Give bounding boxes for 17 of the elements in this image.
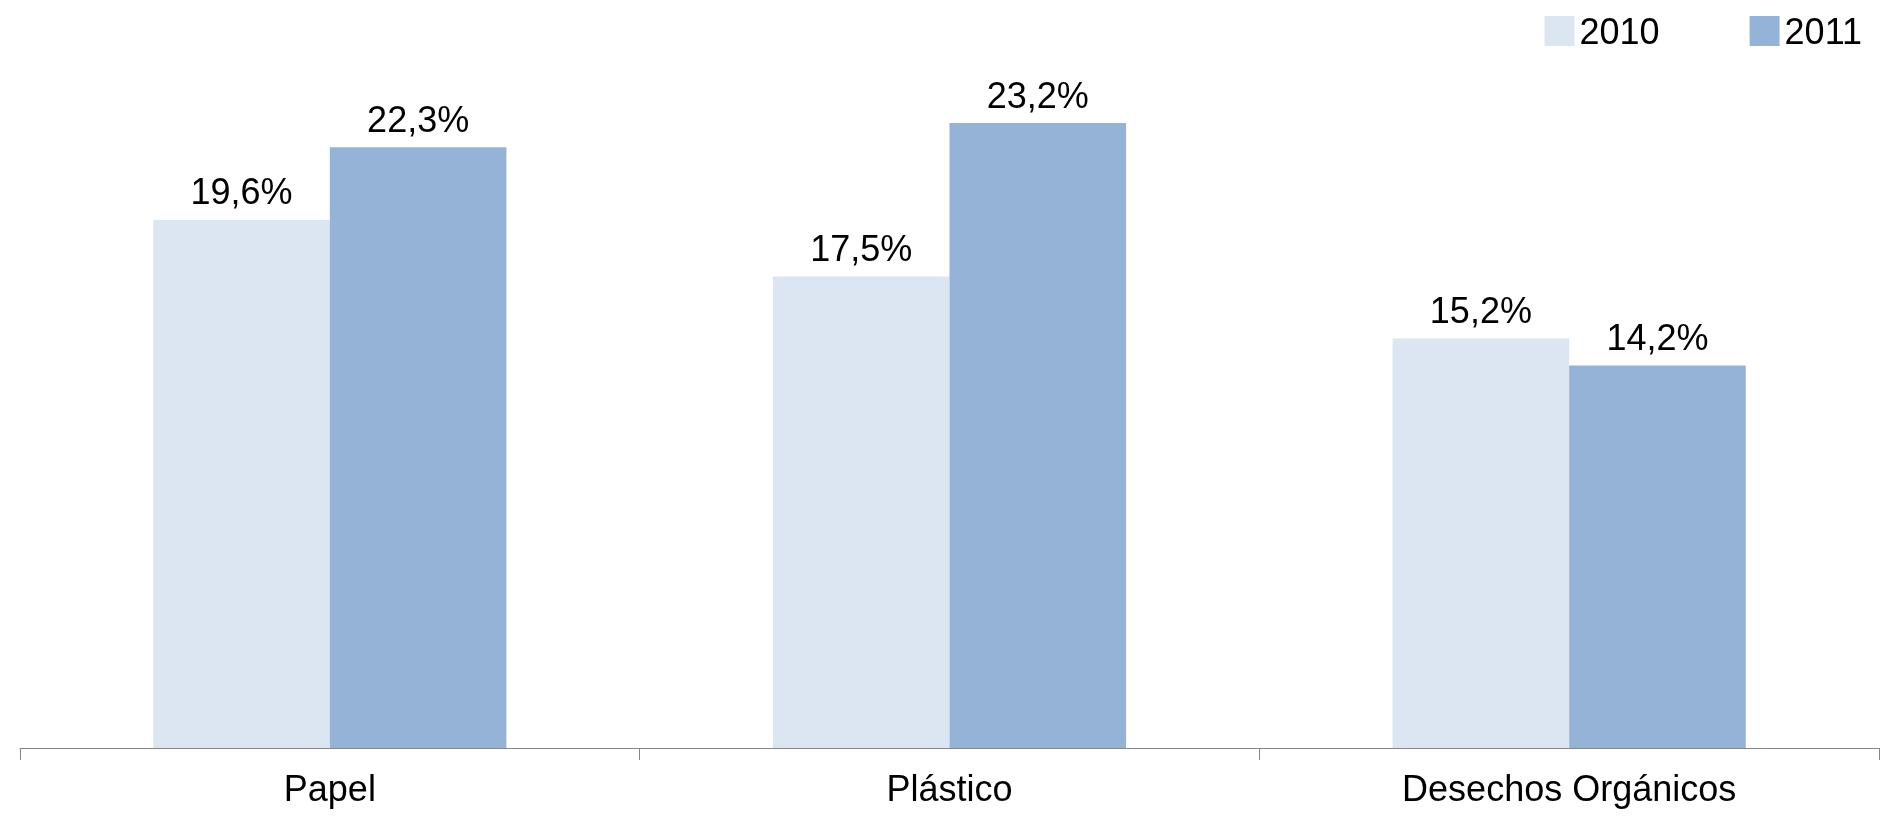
bar <box>153 219 330 748</box>
bar <box>329 147 507 748</box>
data-label: 17,5% <box>810 228 913 270</box>
x-tick-label: Plástico <box>886 767 1013 809</box>
data-label: 19,6% <box>190 171 293 213</box>
x-tick-label: Papel <box>283 767 376 809</box>
bar <box>949 123 1127 748</box>
bar <box>772 276 950 748</box>
legend-label: 2010 <box>1579 10 1660 52</box>
bar <box>1569 365 1746 748</box>
data-label: 14,2% <box>1606 316 1709 358</box>
data-label: 23,2% <box>986 74 1089 116</box>
legend-label: 2011 <box>1784 10 1863 52</box>
bar <box>1392 338 1570 748</box>
data-label: 15,2% <box>1429 290 1532 332</box>
x-tick-label: Desechos Orgánicos <box>1402 767 1737 809</box>
data-label: 22,3% <box>367 98 470 140</box>
